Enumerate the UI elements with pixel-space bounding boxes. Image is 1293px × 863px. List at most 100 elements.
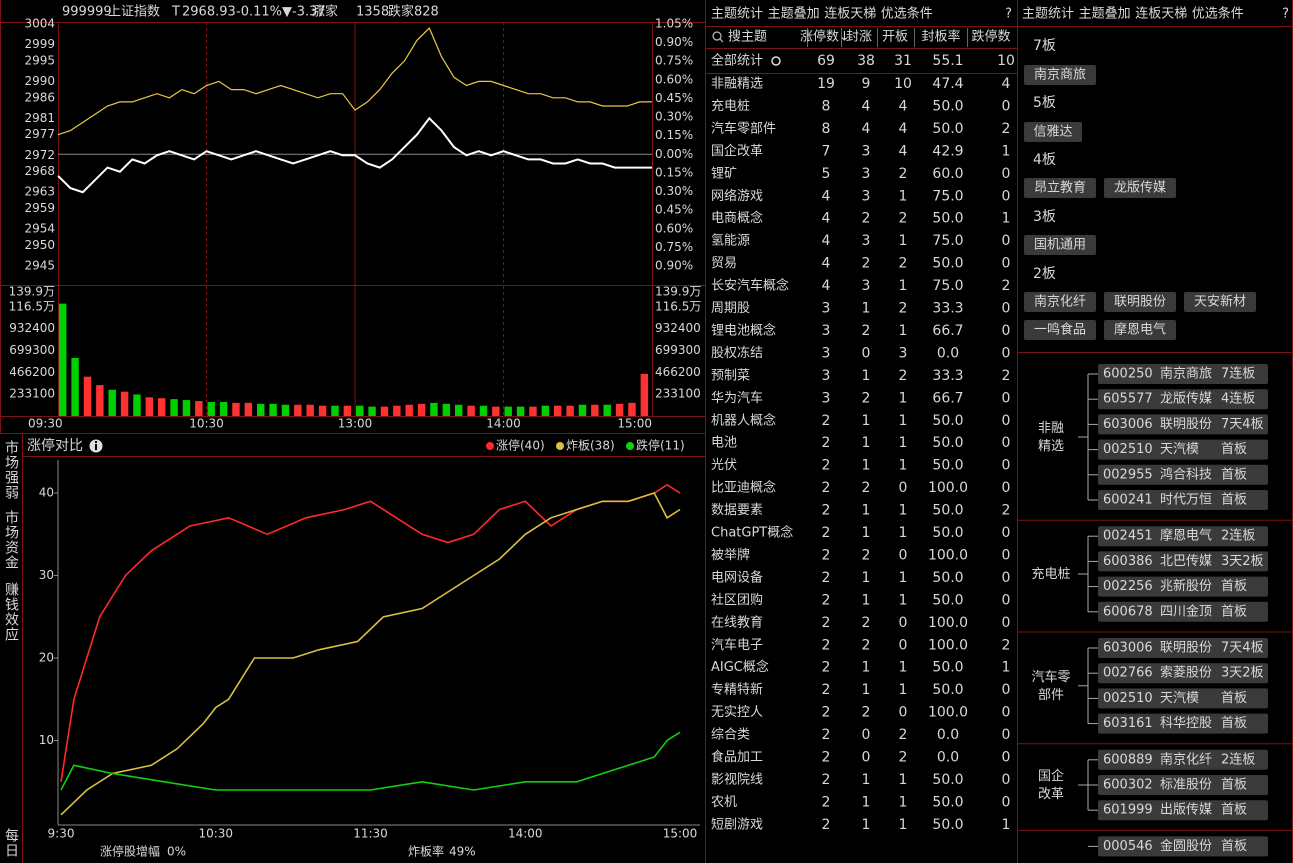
stock-button-label[interactable]: 摩恩电气 bbox=[1114, 322, 1166, 338]
percent-tick-label: 0.60% bbox=[655, 221, 693, 235]
stock-item[interactable] bbox=[1098, 490, 1268, 510]
theme-name[interactable]: 周期股 bbox=[711, 301, 750, 316]
theme-cell: 2 bbox=[1002, 121, 1011, 137]
stock-button-label[interactable]: 信雅达 bbox=[1033, 125, 1072, 140]
stock-item[interactable] bbox=[1098, 663, 1268, 684]
theme-name[interactable]: 电池 bbox=[711, 436, 737, 451]
stock-item[interactable] bbox=[1098, 836, 1268, 857]
theme-cell: 33.3 bbox=[932, 368, 963, 384]
column-header[interactable]: 涨停数↓ bbox=[800, 29, 850, 45]
stock-button-label[interactable]: 天安新材 bbox=[1194, 294, 1246, 310]
stock-item[interactable] bbox=[1098, 638, 1268, 658]
stock-button[interactable] bbox=[1024, 178, 1096, 198]
tab[interactable]: 连板天梯 bbox=[824, 6, 876, 22]
theme-name[interactable]: 影视院线 bbox=[711, 772, 763, 787]
stock-button-label[interactable]: 龙版传媒 bbox=[1114, 181, 1166, 196]
theme-name[interactable]: 机器人概念 bbox=[711, 412, 776, 428]
stock-name: 联明股份 bbox=[1160, 641, 1212, 656]
stock-button[interactable] bbox=[1184, 292, 1256, 312]
theme-cell: 2 bbox=[862, 480, 871, 496]
stock-button[interactable] bbox=[1024, 320, 1096, 340]
stock-button-label[interactable]: 南京商旅 bbox=[1034, 67, 1086, 83]
tab[interactable]: 优选条件 bbox=[1192, 6, 1244, 22]
tab[interactable]: 主题统计 bbox=[711, 7, 763, 22]
theme-name[interactable]: 电网设备 bbox=[711, 569, 763, 585]
theme-name[interactable]: 被举牌 bbox=[711, 547, 750, 563]
stock-button-label[interactable]: 联明股份 bbox=[1114, 295, 1166, 310]
stock-item[interactable] bbox=[1098, 551, 1268, 572]
column-header[interactable]: 封板率 bbox=[921, 29, 960, 45]
theme-name[interactable]: 全部统计 bbox=[711, 53, 763, 69]
theme-name[interactable]: 电商概念 bbox=[711, 210, 763, 226]
theme-name[interactable]: 汽车电子 bbox=[711, 637, 763, 653]
stock-item[interactable] bbox=[1098, 439, 1268, 460]
theme-cell: 0.0 bbox=[937, 727, 959, 743]
theme-name[interactable]: 网络游戏 bbox=[711, 188, 763, 204]
stock-button[interactable] bbox=[1104, 292, 1176, 312]
theme-name[interactable]: 锂电池概念 bbox=[711, 322, 776, 338]
stock-button[interactable] bbox=[1024, 235, 1096, 255]
stock-button[interactable] bbox=[1024, 292, 1096, 312]
theme-name[interactable]: 在线教育 bbox=[711, 614, 763, 630]
theme-name[interactable]: 股权冻结 bbox=[711, 345, 763, 361]
theme-name[interactable]: 预制菜 bbox=[711, 368, 750, 383]
tab[interactable]: 主题叠加 bbox=[1079, 7, 1131, 22]
theme-cell: 4 bbox=[1002, 76, 1011, 92]
stock-item[interactable] bbox=[1098, 389, 1268, 410]
column-header[interactable]: 开板 bbox=[882, 30, 908, 45]
stock-button[interactable] bbox=[1104, 178, 1176, 198]
search-box[interactable]: 搜主题 bbox=[728, 30, 767, 45]
stock-item[interactable] bbox=[1098, 464, 1268, 485]
theme-name[interactable]: 专精特新 bbox=[711, 682, 763, 698]
theme-name[interactable]: 比亚迪概念 bbox=[711, 480, 776, 496]
stock-item[interactable] bbox=[1098, 364, 1268, 384]
theme-name[interactable]: 华为汽车 bbox=[711, 390, 763, 406]
theme-name[interactable]: 数据要素 bbox=[711, 503, 763, 518]
stock-item[interactable] bbox=[1098, 576, 1268, 597]
help[interactable]: ? bbox=[1005, 7, 1012, 22]
stock-button-label[interactable]: 国机通用 bbox=[1034, 238, 1086, 253]
stock-button[interactable] bbox=[1024, 65, 1096, 85]
stock-item[interactable] bbox=[1098, 713, 1268, 734]
theme-name[interactable]: ChatGPT概念 bbox=[711, 525, 793, 541]
stock-item[interactable] bbox=[1098, 775, 1268, 795]
theme-name[interactable]: 农机 bbox=[711, 795, 737, 810]
tab[interactable]: 主题统计 bbox=[1022, 7, 1074, 22]
stock-button[interactable] bbox=[1024, 122, 1082, 142]
stock-button[interactable] bbox=[1104, 320, 1176, 340]
theme-name[interactable]: 汽车零部件 bbox=[711, 120, 776, 136]
stock-item[interactable] bbox=[1098, 601, 1268, 622]
tab[interactable]: 主题叠加 bbox=[768, 7, 820, 22]
stock-button-label[interactable]: 南京化纤 bbox=[1034, 294, 1086, 310]
stock-item[interactable] bbox=[1098, 749, 1268, 770]
stock-button-label[interactable]: 昂立教育 bbox=[1034, 180, 1086, 196]
stock-item[interactable] bbox=[1098, 526, 1268, 547]
theme-cell: 0 bbox=[1002, 458, 1011, 474]
theme-name[interactable]: 锂矿 bbox=[711, 166, 737, 181]
theme-name[interactable]: 短剧游戏 bbox=[711, 817, 763, 832]
theme-name[interactable]: 贸易 bbox=[711, 256, 737, 271]
stock-item[interactable] bbox=[1098, 688, 1268, 709]
theme-name[interactable]: 无实控人 bbox=[711, 705, 763, 720]
stock-item[interactable] bbox=[1098, 800, 1268, 821]
theme-name[interactable]: AIGC概念 bbox=[711, 659, 769, 675]
theme-name[interactable]: 长安汽车概念 bbox=[711, 278, 789, 294]
theme-name[interactable]: 非融精选 bbox=[711, 77, 763, 92]
theme-name[interactable]: 充电桩 bbox=[711, 98, 750, 114]
tab[interactable]: 连板天梯 bbox=[1135, 6, 1187, 22]
theme-name[interactable]: 国企改革 bbox=[711, 143, 763, 159]
percent-tick-label: 0.75% bbox=[655, 54, 693, 68]
theme-name[interactable]: 综合类 bbox=[711, 728, 750, 743]
column-header[interactable]: 跌停数 bbox=[971, 29, 1010, 45]
stock-item[interactable] bbox=[1098, 414, 1268, 435]
theme-cell: 50.0 bbox=[932, 211, 963, 227]
theme-name[interactable]: 食品加工 bbox=[711, 749, 763, 765]
theme-name[interactable]: 光伏 bbox=[711, 458, 737, 473]
theme-name[interactable]: 社区团购 bbox=[711, 592, 763, 608]
stock-button-label[interactable]: 一鸣食品 bbox=[1034, 322, 1086, 338]
tab[interactable]: 优选条件 bbox=[881, 6, 933, 22]
theme-name[interactable]: 氢能源 bbox=[711, 234, 750, 249]
column-header[interactable]: 封涨 bbox=[846, 30, 872, 45]
help[interactable]: ? bbox=[1282, 7, 1289, 22]
stock-code: 603006 bbox=[1103, 417, 1153, 432]
